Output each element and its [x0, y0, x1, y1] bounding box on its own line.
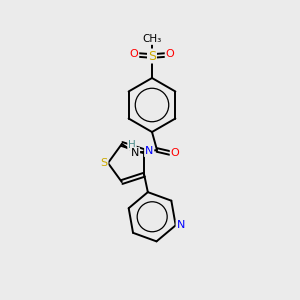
Text: S: S	[100, 158, 108, 168]
Text: CH₃: CH₃	[142, 34, 162, 44]
Text: O: O	[130, 49, 138, 59]
Text: O: O	[166, 49, 174, 59]
Text: O: O	[171, 148, 179, 158]
Text: N: N	[131, 148, 139, 158]
Text: N: N	[176, 220, 185, 230]
Text: H: H	[128, 140, 136, 150]
Text: S: S	[148, 50, 156, 62]
Text: N: N	[145, 146, 153, 156]
